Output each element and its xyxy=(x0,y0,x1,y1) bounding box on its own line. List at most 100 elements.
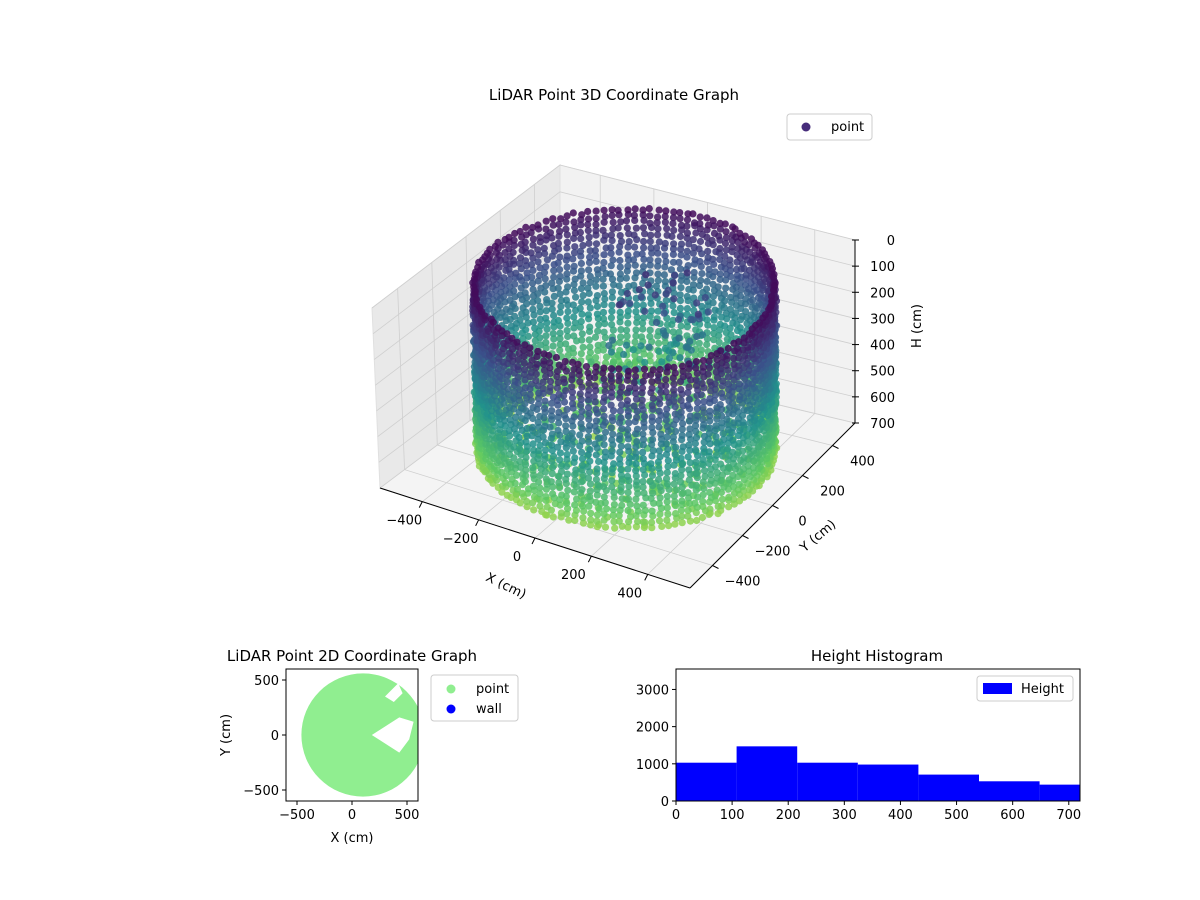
point-3d xyxy=(731,465,740,473)
point-3d xyxy=(575,367,583,375)
point-3d xyxy=(568,429,576,437)
point-3d xyxy=(591,374,599,382)
point-3d xyxy=(631,205,639,213)
point-3d xyxy=(505,458,513,466)
point-3d xyxy=(662,375,670,384)
point-3d xyxy=(700,398,708,406)
point-3d xyxy=(586,343,594,351)
point-3d xyxy=(736,324,744,332)
point-3d xyxy=(660,271,669,279)
point-3d xyxy=(600,412,608,420)
point-3d xyxy=(560,411,569,419)
point-3d xyxy=(549,463,557,472)
point-3d xyxy=(633,250,641,258)
chart-2d-ylabel: Y (cm) xyxy=(219,714,234,757)
point-3d xyxy=(654,262,662,270)
point-3d xyxy=(508,334,516,342)
point-3d xyxy=(578,211,586,219)
point-3d xyxy=(562,462,571,470)
point-3d xyxy=(563,470,572,478)
chart-3d-legend-box xyxy=(786,113,873,141)
point-3d xyxy=(706,488,714,496)
z-tick-label: 600 xyxy=(870,391,895,406)
point-3d xyxy=(631,366,639,374)
point-3d xyxy=(511,479,519,487)
point-3d xyxy=(645,343,653,351)
point-3d xyxy=(547,478,555,486)
chart-2d-xlabel: X (cm) xyxy=(331,831,374,846)
point-3d xyxy=(585,266,593,274)
point-3d xyxy=(703,341,711,349)
point-3d xyxy=(608,212,616,220)
point-3d xyxy=(655,517,664,525)
point-3d xyxy=(638,396,646,404)
point-3d xyxy=(542,307,550,315)
point-3d xyxy=(705,459,713,467)
point-3d xyxy=(584,474,593,482)
point-3d xyxy=(609,407,618,415)
chart-2d-legend-label-wall: wall xyxy=(476,702,502,717)
point-3d xyxy=(625,384,634,392)
point-3d xyxy=(616,460,624,468)
point-3d xyxy=(713,445,721,453)
point-3d xyxy=(665,398,673,407)
point-3d xyxy=(663,405,671,413)
point-3d xyxy=(718,389,726,397)
point-3d xyxy=(579,291,587,300)
point-3d xyxy=(609,430,617,438)
point-3d xyxy=(617,483,625,491)
point-3d xyxy=(721,220,729,228)
point-3d xyxy=(573,495,581,503)
point-3d xyxy=(712,451,720,459)
point-3d xyxy=(590,393,598,401)
point-3d xyxy=(522,461,530,469)
point-3d xyxy=(663,433,671,441)
point-3d xyxy=(585,336,593,344)
point-3d xyxy=(490,308,498,316)
point-3d xyxy=(485,470,493,479)
point-3d xyxy=(770,273,778,281)
point-3d xyxy=(594,347,602,355)
chart-2d-legend: point wall xyxy=(430,674,519,722)
point-3d xyxy=(601,381,609,389)
point-3d xyxy=(498,488,506,496)
point-3d xyxy=(709,299,717,307)
point-3d xyxy=(563,244,571,252)
point-3d xyxy=(670,461,678,469)
chart-3d-title: LiDAR Point 3D Coordinate Graph xyxy=(489,86,739,104)
point-3d xyxy=(698,513,707,522)
point-3d xyxy=(616,432,624,440)
point-3d xyxy=(722,234,731,242)
point-3d xyxy=(584,463,592,471)
point-3d xyxy=(693,332,701,341)
point-3d xyxy=(657,382,665,390)
point-3d xyxy=(585,233,593,241)
point-3d xyxy=(676,297,685,305)
point-3d xyxy=(584,433,593,441)
point-3d xyxy=(654,276,663,284)
point-3d xyxy=(617,466,625,474)
point-3d xyxy=(679,443,687,451)
point-3d xyxy=(705,265,713,273)
point-3d xyxy=(548,470,556,478)
point-3d xyxy=(695,339,703,347)
point-3d xyxy=(632,395,641,403)
point-3d xyxy=(523,432,531,440)
point-3d xyxy=(539,378,547,386)
point-3d xyxy=(746,450,754,458)
point-3d xyxy=(730,360,738,368)
point-3d xyxy=(725,503,733,511)
point-3d xyxy=(536,315,544,323)
point-3d xyxy=(721,322,729,330)
point-3d xyxy=(639,301,647,309)
point-3d xyxy=(693,392,701,400)
point-3d xyxy=(592,207,600,215)
point-3d xyxy=(735,480,743,488)
point-3d xyxy=(656,510,664,518)
x-tick xyxy=(418,501,423,508)
point-3d xyxy=(610,281,618,289)
point-3d xyxy=(556,308,564,316)
point-3d xyxy=(626,299,634,307)
point-3d xyxy=(540,414,548,422)
point-3d xyxy=(768,265,777,273)
